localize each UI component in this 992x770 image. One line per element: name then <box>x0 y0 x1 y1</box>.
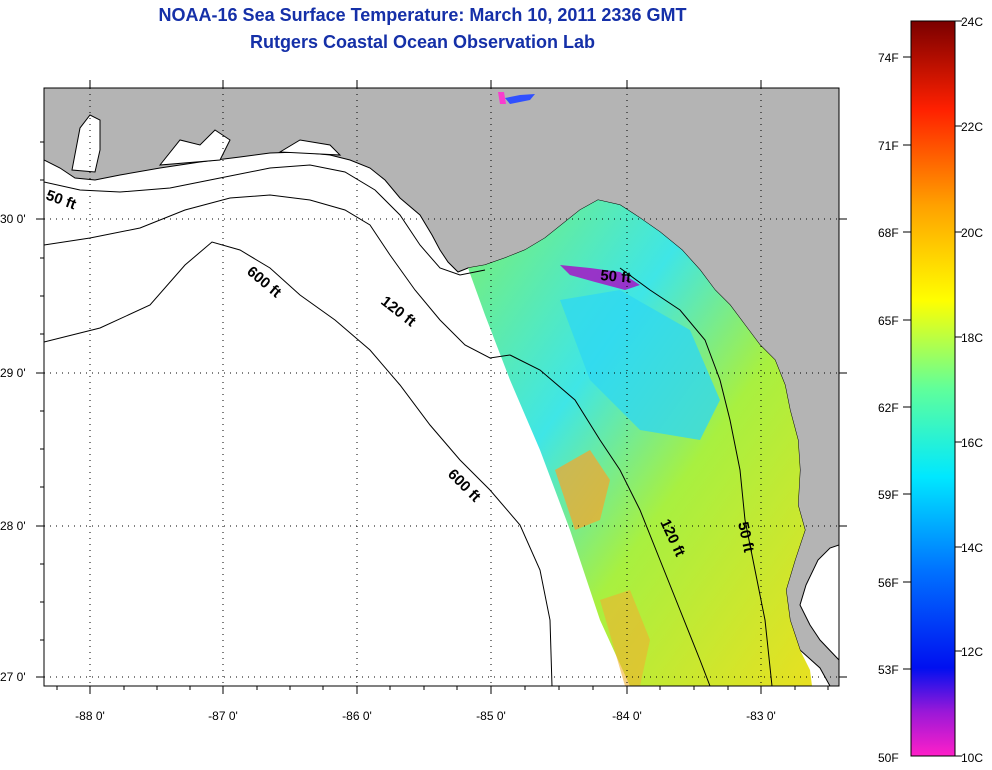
colorbar-f-label: 68F <box>878 226 899 240</box>
cloud-artifact <box>505 94 535 104</box>
contour-120ft-east <box>509 354 711 686</box>
contour-label: 50 ft <box>600 267 632 287</box>
lon-label: -85 0' <box>476 709 506 723</box>
lon-label: -88 0' <box>75 709 105 723</box>
colorbar-c-label: 22C <box>961 120 983 134</box>
bay <box>71 114 101 173</box>
colorbar-f-label: 62F <box>878 401 899 415</box>
warm-patch <box>600 590 650 686</box>
colorbar-c-label: 12C <box>961 645 983 659</box>
colorbar-ticks <box>903 20 962 757</box>
warm-patch <box>555 450 610 530</box>
cloud-artifact <box>560 265 640 290</box>
lat-label: 28 0' <box>0 519 26 533</box>
lon-label: -86 0' <box>342 709 372 723</box>
axis-ticks <box>36 80 847 694</box>
colorbar-f-label: 71F <box>878 139 899 153</box>
contour-120ft <box>44 194 511 359</box>
colorbar-f-label: 53F <box>878 663 899 677</box>
contour-600ft <box>44 241 553 686</box>
map-subtitle: Rutgers Coastal Ocean Observation Lab <box>249 32 596 52</box>
colorbar-c-label: 24C <box>961 15 983 29</box>
graticule <box>44 88 839 686</box>
colorbar-f-label: 56F <box>878 576 899 590</box>
map-title: NOAA-16 Sea Surface Temperature: March 1… <box>158 5 687 25</box>
contour-label: 50 ft <box>734 520 757 554</box>
contour-50ft-east <box>619 267 773 686</box>
colorbar-c-label: 18C <box>961 331 983 345</box>
lon-label: -84 0' <box>612 709 642 723</box>
lat-label: 29 0' <box>0 366 26 380</box>
colorbar-f-label: 50F <box>878 751 899 765</box>
bay <box>278 139 342 156</box>
contour-50ft <box>44 164 486 276</box>
lat-label: 30 0' <box>0 212 26 226</box>
lon-label: -87 0' <box>208 709 238 723</box>
cool-core <box>560 290 720 440</box>
colorbar-c-label: 20C <box>961 226 983 240</box>
colorbar-c-label: 10C <box>961 751 983 765</box>
colorbar-f-label: 65F <box>878 314 899 328</box>
map-border <box>43 87 840 687</box>
colorbar-f-label: 59F <box>878 488 899 502</box>
colorbar-c-label: 16C <box>961 436 983 450</box>
cloud-artifact <box>498 92 506 104</box>
sst-swath <box>468 200 812 686</box>
map-area <box>44 88 839 686</box>
lat-label: 27 0' <box>0 670 26 684</box>
bay <box>158 129 231 166</box>
lon-label: -83 0' <box>746 709 776 723</box>
colorbar-c-label: 14C <box>961 541 983 555</box>
colorbar-f-label: 74F <box>878 51 899 65</box>
colorbar <box>910 20 956 757</box>
